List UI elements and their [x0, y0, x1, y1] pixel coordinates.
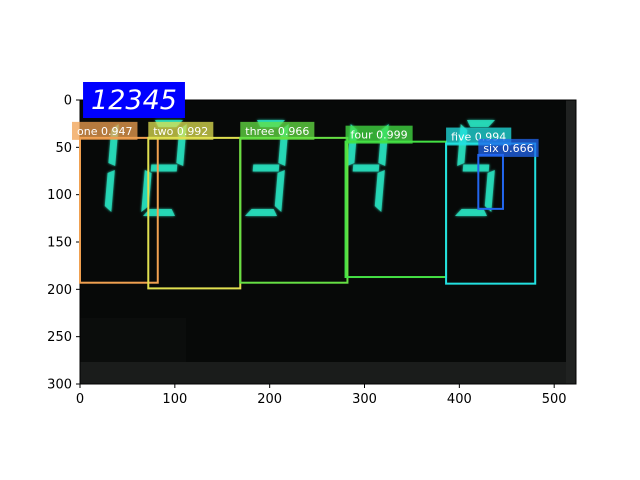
y-tick-label: 100	[47, 188, 72, 203]
detection-label: one 0.947	[77, 125, 132, 138]
digit-4-segment-c	[374, 170, 385, 212]
x-tick-label: 400	[447, 392, 472, 407]
detection-boxes: one 0.947 two 0.992 three 0.966 four 0.999 f…	[72, 121, 539, 290]
digit-3-segment-g	[252, 164, 280, 172]
digit-4-segment-g	[352, 164, 380, 172]
detection-6: six 0.666	[477, 138, 539, 210]
x-tick-label: 200	[257, 392, 282, 407]
y-tick-label: 150	[47, 236, 72, 251]
detection-label: three 0.966	[245, 125, 309, 138]
digit-3-segment-c	[274, 170, 285, 212]
y-tick-label: 0	[64, 94, 72, 109]
detection-1: one 0.947	[72, 121, 159, 284]
y-tick-label: 250	[47, 330, 72, 345]
x-tick-label: 300	[352, 392, 377, 407]
detection-label-bg	[148, 121, 214, 140]
detection-3: three 0.966	[239, 121, 349, 284]
digit-2-segment-g	[150, 164, 178, 172]
detection-label-bg	[240, 121, 315, 140]
digit-5-segment-c	[484, 170, 495, 212]
y-tick-label: 200	[47, 283, 72, 298]
x-tick-label: 0	[76, 392, 84, 407]
digit-2-segment-d	[143, 209, 175, 216]
detection-label-bg	[72, 121, 138, 140]
x-tick-label: 100	[162, 392, 187, 407]
digit-5-segment-a	[467, 120, 495, 127]
detection-label: four 0.999	[351, 129, 408, 142]
detection-label-bg	[345, 125, 413, 144]
digit-5-segment-d	[455, 209, 487, 216]
digit-3-segment-d	[245, 209, 277, 216]
detection-label: two 0.992	[153, 125, 208, 138]
detection-4: four 0.999	[344, 125, 448, 279]
y-axis-ticks: 0 50 100 150 200 250 300	[47, 94, 80, 393]
title-text: 12345	[91, 85, 177, 116]
x-tick-label: 500	[542, 392, 567, 407]
display-segments	[104, 120, 495, 216]
digit-1-segment-c	[104, 170, 115, 212]
y-tick-label: 300	[47, 378, 72, 393]
detection-label: six 0.666	[483, 142, 533, 155]
digit-5-segment-g	[462, 164, 490, 172]
y-tick-label: 50	[55, 141, 72, 156]
x-axis-ticks: 0 100 200 300 400 500	[76, 384, 567, 407]
title-box: 12345	[83, 82, 185, 118]
detection-label-bg	[478, 138, 539, 157]
